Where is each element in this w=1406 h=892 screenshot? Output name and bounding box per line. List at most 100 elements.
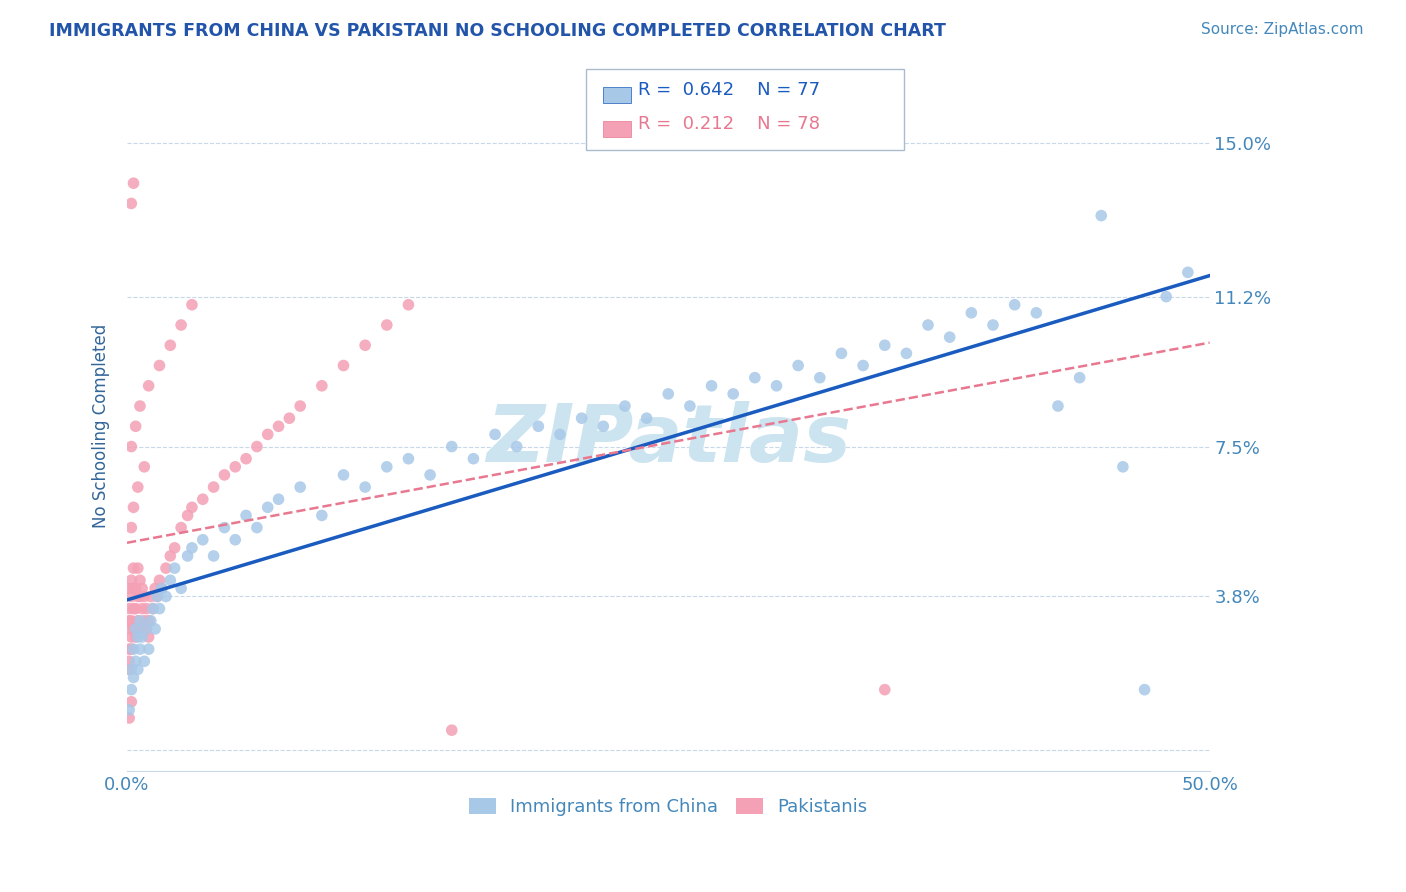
Point [122,601,145,615]
Point [150,582,173,596]
Point [960,306,983,320]
Point [131,601,153,615]
Point [224,533,246,547]
Point [124,622,146,636]
Point [246,520,269,534]
Point [873,682,896,697]
Point [129,622,152,636]
Point [787,359,810,373]
Point [679,399,702,413]
Point [163,561,186,575]
Point [505,440,527,454]
Point [1177,265,1199,279]
Point [138,630,160,644]
Point [246,440,269,454]
Point [176,508,198,523]
Point [852,359,875,373]
Point [142,601,165,615]
Point [896,346,918,360]
Point [134,459,156,474]
Point [765,378,787,392]
Point [120,440,142,454]
Point [118,601,141,615]
Point [139,590,162,604]
Point [127,590,149,604]
Point [1046,399,1069,413]
Point [1112,459,1135,474]
Point [120,682,142,697]
Point [139,614,162,628]
Point [981,318,1004,332]
Text: ZIPatlas: ZIPatlas [485,401,851,479]
Point [155,561,177,575]
Point [548,427,571,442]
Point [1090,209,1112,223]
Point [120,695,142,709]
Point [127,614,149,628]
Point [440,440,463,454]
Point [124,601,146,615]
Point [120,196,142,211]
Point [129,399,152,413]
Point [146,590,169,604]
Point [1004,298,1026,312]
Point [332,359,354,373]
Point [163,541,186,555]
Point [120,574,142,588]
Point [129,590,152,604]
Point [1069,370,1091,384]
Text: R =  0.212    N = 78: R = 0.212 N = 78 [638,115,820,134]
Point [332,467,354,482]
Text: Source: ZipAtlas.com: Source: ZipAtlas.com [1201,22,1364,37]
Point [613,399,636,413]
Point [146,590,169,604]
Point [527,419,550,434]
Point [127,662,149,676]
Text: R =  0.642    N = 77: R = 0.642 N = 77 [638,81,821,99]
Point [235,451,257,466]
Point [148,601,170,615]
Point [398,298,420,312]
Point [122,671,145,685]
Point [118,622,141,636]
Point [135,622,157,636]
Point [278,411,301,425]
Legend: Immigrants from China, Pakistanis: Immigrants from China, Pakistanis [461,791,875,823]
Point [463,451,485,466]
Point [176,549,198,563]
Point [120,662,142,676]
Point [131,582,153,596]
Point [1025,306,1047,320]
Point [571,411,593,425]
Point [830,346,852,360]
Point [148,574,170,588]
Point [354,480,377,494]
Point [118,614,141,628]
Point [214,467,236,482]
Point [808,370,831,384]
Point [120,630,142,644]
Point [127,480,149,494]
Point [143,622,166,636]
Point [155,590,177,604]
Point [191,492,214,507]
Point [135,622,157,636]
Point [170,520,193,534]
Y-axis label: No Schooling Completed: No Schooling Completed [93,324,110,528]
Point [129,614,152,628]
Point [122,622,145,636]
Point [311,508,333,523]
Point [134,614,156,628]
Point [142,601,165,615]
Point [148,359,170,373]
Point [721,387,744,401]
Point [354,338,377,352]
Point [131,630,153,644]
Point [124,419,146,434]
Point [170,582,193,596]
Point [1133,682,1156,697]
Point [118,703,141,717]
Point [122,176,145,190]
Point [256,500,278,515]
Point [375,318,398,332]
